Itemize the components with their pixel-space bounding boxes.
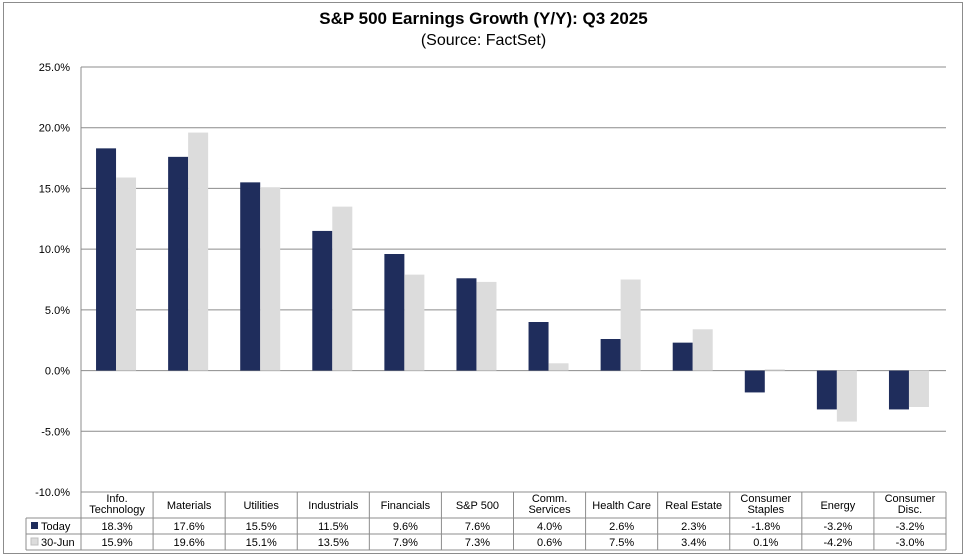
bar-today: [168, 156, 189, 371]
category-label: Technology: [89, 504, 145, 516]
data-label: 13.5%: [318, 537, 349, 549]
bar-today: [888, 370, 909, 410]
data-label: 7.9%: [393, 537, 418, 549]
data-label: 7.5%: [609, 537, 634, 549]
data-label: -3.0%: [896, 537, 925, 549]
data-label: 15.5%: [246, 521, 277, 533]
category-label: Consumer: [885, 493, 936, 505]
bar-today: [600, 339, 621, 371]
y-tick-label: 25.0%: [39, 62, 70, 74]
data-label: 0.6%: [537, 537, 562, 549]
category-label: Financials: [381, 500, 431, 512]
bar-jun30: [764, 369, 785, 371]
category-label: Consumer: [740, 493, 791, 505]
bar-jun30: [260, 187, 281, 371]
data-label: 7.6%: [465, 521, 490, 533]
data-label: 11.5%: [318, 521, 349, 533]
bar-jun30: [548, 363, 569, 371]
bar-jun30: [836, 370, 857, 422]
data-label: -3.2%: [824, 521, 853, 533]
data-table: Info.Technology Materials Utilities Industr…: [25, 491, 947, 551]
bar-today: [528, 322, 549, 371]
category-label: Staples: [747, 504, 784, 516]
category-label: Info.: [106, 493, 127, 505]
category-label: Energy: [820, 500, 855, 512]
bar-jun30: [620, 279, 641, 371]
data-label: 2.3%: [681, 521, 706, 533]
data-label: -4.2%: [824, 537, 853, 549]
data-label: 15.1%: [246, 537, 277, 549]
data-label: -3.2%: [896, 521, 925, 533]
bars: [96, 132, 929, 422]
chart-title: S&P 500 Earnings Growth (Y/Y): Q3 2025: [319, 9, 648, 28]
category-label: Real Estate: [665, 500, 722, 512]
category-label: Industrials: [308, 500, 359, 512]
bar-jun30: [908, 370, 929, 407]
category-label: Disc.: [898, 504, 922, 516]
legend-label: Today: [41, 521, 71, 533]
legend-label: 30-Jun: [41, 537, 75, 549]
bar-today: [96, 148, 117, 371]
y-tick-label: -10.0%: [35, 487, 70, 499]
data-label: 9.6%: [393, 521, 418, 533]
data-label: 3.4%: [681, 537, 706, 549]
category-label: Comm.: [532, 493, 567, 505]
data-label: 0.1%: [753, 537, 778, 549]
data-label: -1.8%: [751, 521, 780, 533]
bar-jun30: [116, 177, 137, 371]
data-label: 2.6%: [609, 521, 634, 533]
gridlines: [80, 66, 946, 493]
category-label: Health Care: [592, 500, 651, 512]
data-label: 18.3%: [101, 521, 132, 533]
bar-today: [240, 182, 261, 371]
y-tick-label: 20.0%: [39, 123, 70, 135]
chart-frame: [3, 2, 963, 554]
y-tick-label: 10.0%: [39, 244, 70, 256]
category-label: S&P 500: [456, 500, 499, 512]
bar-today: [312, 230, 333, 371]
data-label: 7.3%: [465, 537, 490, 549]
data-label: 17.6%: [174, 521, 205, 533]
chart-subtitle: (Source: FactSet): [420, 32, 547, 49]
legend-swatch: [30, 537, 39, 546]
bar-today: [672, 342, 693, 371]
bar-jun30: [404, 274, 425, 371]
data-label: 19.6%: [174, 537, 205, 549]
bar-today: [744, 370, 765, 393]
category-label: Materials: [167, 500, 212, 512]
category-label: Services: [528, 504, 571, 516]
bar-today: [816, 370, 837, 410]
bar-jun30: [692, 329, 713, 371]
bar-jun30: [476, 281, 497, 371]
bar-jun30: [332, 206, 353, 371]
data-label: 4.0%: [537, 521, 562, 533]
y-tick-label: 15.0%: [39, 183, 70, 195]
data-label: 15.9%: [101, 537, 132, 549]
y-tick-label: 5.0%: [45, 305, 70, 317]
y-tick-label: -5.0%: [41, 426, 70, 438]
y-tick-label: 0.0%: [45, 366, 70, 378]
bar-today: [456, 278, 477, 371]
bar-jun30: [188, 132, 209, 371]
y-axis: 25.0% 20.0% 15.0% 10.0% 5.0% 0.0% -5.0% -10.0%: [35, 62, 70, 499]
category-label: Utilities: [243, 500, 279, 512]
bar-today: [384, 254, 405, 371]
legend-swatch: [31, 522, 38, 529]
